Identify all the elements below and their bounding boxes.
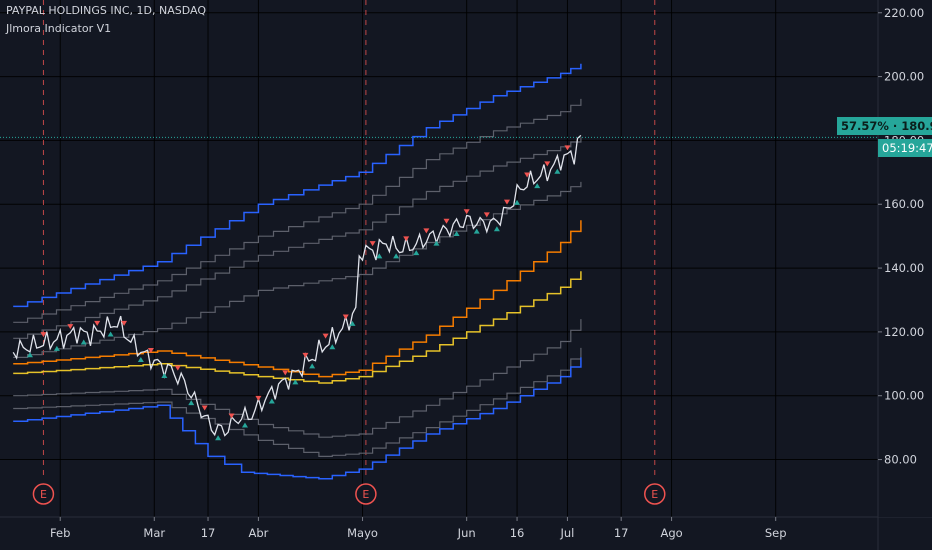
buy-signal-marker [292,379,299,385]
x-tick-label: 17 [614,526,629,540]
earnings-marker-circle [644,483,666,505]
x-tick-label: Jun [457,526,476,540]
buy-signal-marker [514,199,521,205]
sell-signal-marker [503,199,510,205]
countdown-label: 05:19:47 [878,139,932,157]
band-upper-blue [13,63,582,308]
y-tick-label: 220.00 [884,6,924,20]
signal-markers [26,145,571,441]
sell-signal-marker [544,161,551,167]
price-line [12,134,582,437]
buy-signal-marker [453,230,460,236]
band-lower-gray-1 [13,319,582,438]
sell-signal-marker [524,172,531,178]
y-tick-label: 160.00 [884,197,924,211]
buy-signal-marker [188,400,195,406]
y-tick-label: 140.00 [884,261,924,275]
y-tick-label: 200.00 [884,70,924,84]
buy-signal-marker [26,352,33,358]
sell-signal-marker [403,236,410,242]
sell-signal-marker [67,324,74,330]
buy-signal-marker [215,435,222,441]
sell-signal-marker [369,241,376,247]
earnings-marker-label: E [651,488,658,501]
buy-signal-marker [329,344,336,350]
buy-signal-marker [241,422,248,428]
buy-signal-marker [161,373,168,379]
buy-signal-marker [554,168,561,174]
buy-signal-marker [53,345,60,351]
price-axis-bg [878,0,932,517]
y-tick-label: 80.00 [884,453,917,467]
earnings-lines [42,0,656,478]
sell-signal-marker [463,209,470,215]
buy-signal-marker [137,357,144,363]
buy-signal-marker [107,331,114,337]
grid [0,0,878,517]
band-yellow [13,271,582,384]
x-tick-label: Feb [50,526,70,540]
earnings-marker[interactable]: E [32,483,55,505]
y-tick-label: 120.00 [884,325,924,339]
sell-signal-marker [423,228,430,234]
x-tick-label: Ago [660,526,682,540]
sell-signal-marker [302,352,309,358]
indicator-bands [13,63,582,480]
sell-signal-marker [443,218,450,224]
sell-signal-marker [121,320,128,326]
earnings-marker-circle [355,483,377,505]
sell-signal-marker [228,413,235,419]
buy-signal-marker [534,183,541,189]
band-upper-gray-2 [13,137,582,339]
x-tick-label: 16 [510,526,525,540]
x-tick-label: Mayo [347,526,378,540]
buy-signal-marker [493,226,500,232]
earnings-marker-label: E [362,488,369,501]
sell-signal-marker [282,370,289,376]
band-lower-blue [13,357,582,480]
time-axis-bg [0,517,932,550]
x-tick-label: Mar [143,526,165,540]
price-series [12,134,582,437]
earnings-marker-circle [32,483,55,505]
buy-signal-marker [309,363,316,369]
sell-signal-marker [147,348,154,354]
sell-signal-marker [40,332,47,338]
y-tick-label: 100.00 [884,389,924,403]
buy-signal-marker [393,253,400,259]
earnings-marker[interactable]: E [355,483,377,505]
buy-signal-marker [80,339,87,345]
x-tick-label: Sep [765,526,787,540]
x-tick-label: Jul [559,526,574,540]
buy-signal-marker [433,240,440,246]
sell-signal-marker [483,212,490,218]
band-mid-gray [13,181,582,358]
buy-signal-marker [349,320,356,326]
earnings-marker[interactable]: E [644,483,666,505]
band-lower-gray-2 [13,347,582,457]
band-orange [13,220,582,378]
sell-signal-marker [255,395,262,401]
last-price-label: 57.57% · 180.97 [837,117,932,135]
sell-signal-marker [342,314,349,320]
indicator-title: Jlmora Indicator V1 [6,22,112,35]
sell-signal-marker [201,405,208,411]
sell-signal-marker [564,145,571,151]
x-tick-label: Abr [248,526,268,540]
sell-signal-marker [94,320,101,326]
buy-signal-marker [473,228,480,234]
chart-title: PAYPAL HOLDINGS INC, 1D, NASDAQ [6,4,207,17]
sell-signal-marker [174,365,181,371]
buy-signal-marker [376,253,383,259]
buy-signal-marker [268,398,275,404]
earnings-marker-label: E [40,488,47,501]
time-axis[interactable]: Feb Mar 17 Abr Mayo Jun 16 Jul 17 Ago Sep [50,517,787,540]
buy-signal-marker [413,250,420,256]
x-tick-label: 17 [201,526,216,540]
sell-signal-marker [322,333,329,339]
band-upper-gray-1 [13,98,582,323]
